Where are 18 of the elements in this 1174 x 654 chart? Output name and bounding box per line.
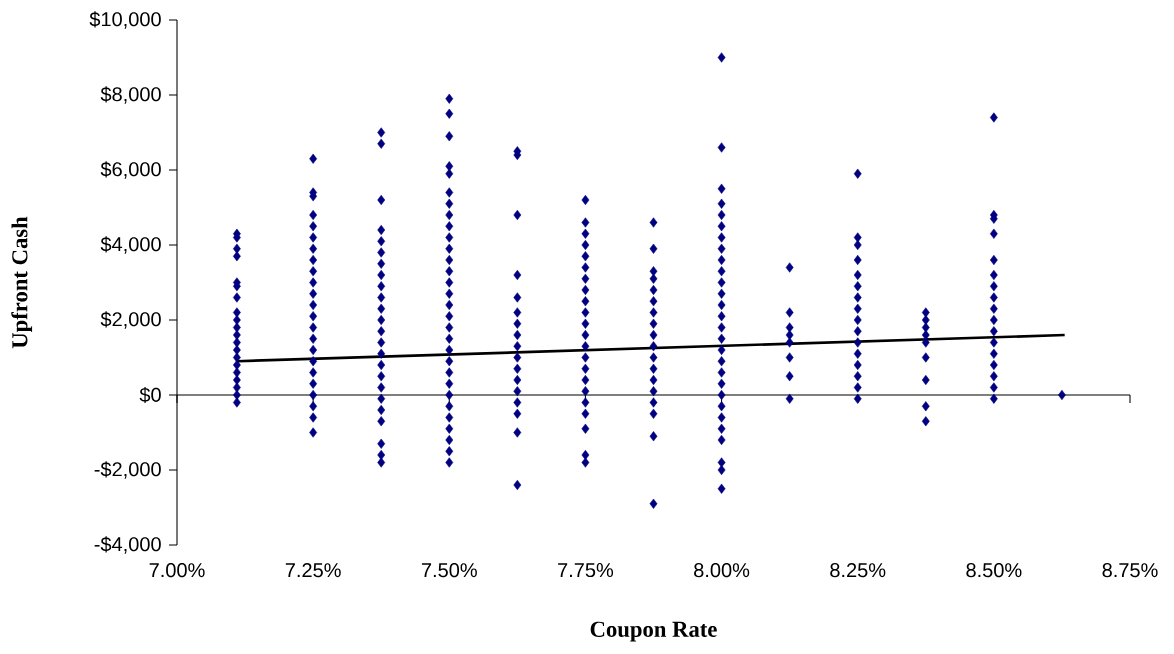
- y-tick-label: $6,000: [100, 161, 161, 179]
- y-tick-label: $8,000: [100, 86, 161, 104]
- y-tick-label: -$2,000: [94, 461, 161, 479]
- x-tick-label: 8.00%: [694, 563, 750, 578]
- x-tick-label: 7.00%: [149, 563, 205, 578]
- x-tick-label: 8.25%: [830, 563, 886, 578]
- x-axis-title: Coupon Rate: [590, 621, 717, 642]
- y-tick-label: $0: [139, 386, 161, 404]
- y-tick-label: $2,000: [100, 311, 161, 329]
- x-tick-label: 7.50%: [421, 563, 477, 578]
- y-axis-title: Upfront Cash: [11, 216, 33, 349]
- y-tick-label: -$4,000: [94, 536, 161, 554]
- y-tick-label: $4,000: [100, 236, 161, 254]
- x-tick-label: 7.75%: [558, 563, 614, 578]
- y-tick-label: $10,000: [89, 11, 161, 29]
- x-tick-label: 8.75%: [1102, 563, 1158, 578]
- x-tick-label: 7.25%: [285, 563, 341, 578]
- x-tick-label: 8.50%: [966, 563, 1022, 578]
